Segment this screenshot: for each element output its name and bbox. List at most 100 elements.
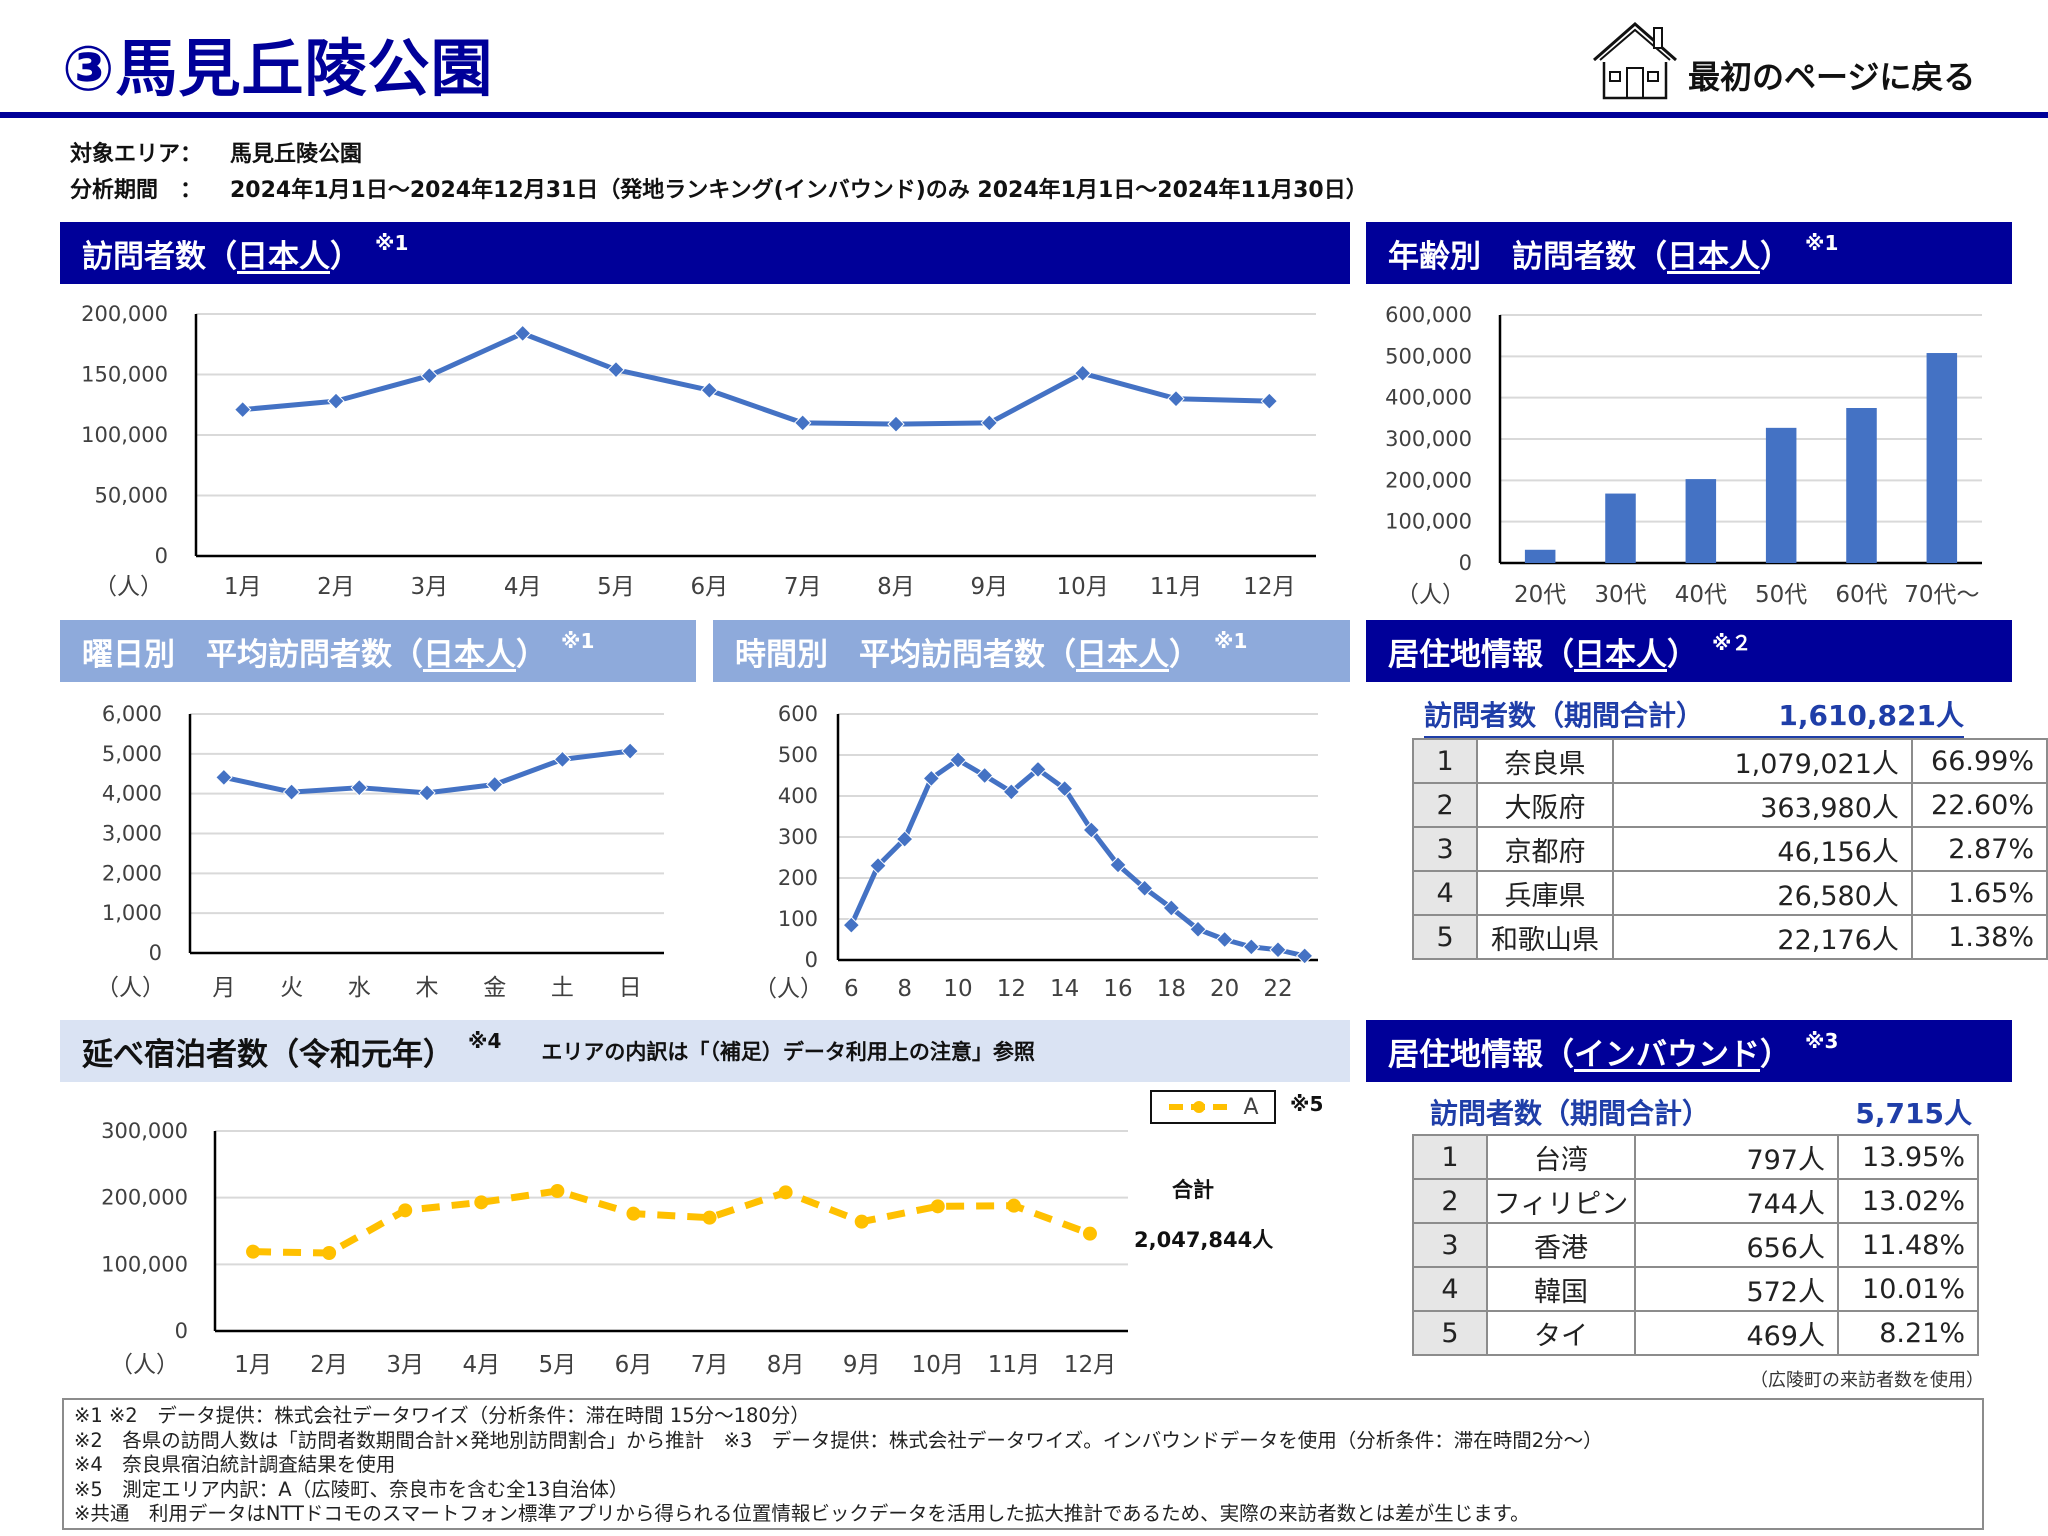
name-cell: 韓国 — [1486, 1266, 1636, 1312]
x-tick-label: 40代 — [1675, 582, 1727, 608]
data-point — [842, 916, 861, 934]
data-point — [626, 1206, 641, 1221]
house-icon — [1593, 22, 1677, 100]
data-point — [702, 1210, 717, 1225]
x-tick-label: 10月 — [1057, 574, 1109, 600]
y-tick-label: 500,000 — [1385, 344, 1472, 368]
percent-cell: 8.21% — [1837, 1310, 1979, 1356]
rank-cell: 1 — [1412, 1134, 1488, 1180]
section-title-underlined: 日本人 — [237, 238, 330, 275]
x-tick-label: 22 — [1263, 976, 1292, 1002]
data-point — [1073, 364, 1092, 382]
data-point — [474, 1195, 489, 1210]
y-tick-label: 2,000 — [102, 861, 162, 885]
y-tick-label: 200 — [778, 866, 818, 890]
total-value: 5,715人 — [1855, 1097, 1972, 1130]
x-tick-label: 6 — [844, 976, 859, 1002]
data-point — [553, 750, 572, 769]
count-cell: 22,176人 — [1611, 914, 1913, 960]
footnote-line: ※4 奈良県宿泊統計調査結果を使用 — [74, 1453, 396, 1476]
legend-footnote-ref: ※5 — [1290, 1092, 1324, 1116]
bar — [1765, 427, 1797, 563]
residence-jp-table: 1 奈良県 1,079,021人 66.99% 2 大阪府 363,980人 22.60% 3 京… — [1411, 738, 2048, 960]
total-label: 訪問者数（期間合計） — [1424, 699, 1705, 732]
name-cell: 和歌山県 — [1476, 914, 1614, 960]
x-tick-label: 16 — [1103, 976, 1132, 1002]
x-tick-label: 2月 — [317, 574, 355, 600]
x-tick-label: 1月 — [224, 574, 262, 600]
y-tick-label: 600,000 — [1385, 303, 1472, 327]
hourly-chart: 0 100 200 300 400 500 600 （人） 6 8 10 12 14 16 18 20 22 — [754, 702, 1318, 1002]
x-tick-label: 3月 — [411, 574, 449, 600]
rank-cell: 3 — [1412, 1222, 1488, 1268]
footnote-ref: ※3 — [1805, 1029, 1839, 1053]
section-monthly-header: 訪問者数（ 日本人） ※1 — [60, 222, 1350, 284]
section-title-underlined: 日本人 — [1667, 238, 1760, 275]
footnote-ref: ※1 — [375, 231, 409, 255]
section-title-end: ） — [1760, 238, 1791, 275]
target-area-label: 対象エリア： — [70, 142, 203, 167]
y-tick-label: 400 — [778, 784, 818, 808]
data-point — [418, 784, 436, 802]
name-cell: 兵庫県 — [1476, 870, 1614, 916]
x-tick-label: 月 — [212, 975, 235, 1001]
count-cell: 363,980人 — [1611, 782, 1913, 828]
y-tick-label: 150,000 — [81, 363, 168, 387]
y-tick-label: 500 — [778, 743, 818, 767]
section-residence-inbound-header: 居住地情報（ インバウンド） ※3 — [1366, 1020, 2012, 1082]
lodging-chart: 0 100,000 200,000 300,000 （人） 1月 2月 3月 4月 5月 6月 7月 8… — [101, 1119, 1128, 1378]
footnote-ref: ※２ — [1712, 630, 1752, 655]
y-tick-label: 200,000 — [101, 1186, 188, 1210]
y-tick-label: 400,000 — [1385, 386, 1472, 410]
count-cell: 797人 — [1634, 1134, 1839, 1180]
residence-jp-total: 訪問者数（期間合計） 1,610,821人 — [1424, 694, 1964, 738]
x-tick-label: 5月 — [539, 1352, 577, 1378]
y-tick-label: 100 — [778, 907, 818, 931]
x-tick-label: 5月 — [597, 574, 635, 600]
rank-cell: 5 — [1411, 914, 1479, 960]
header-divider — [0, 112, 2048, 118]
x-tick-label: 3月 — [386, 1352, 424, 1378]
section-residence-jp-header: 居住地情報（ 日本人） ※２ — [1366, 620, 2012, 682]
section-title-end: ） — [1667, 636, 1698, 673]
bar — [1524, 549, 1556, 563]
x-tick-label: 9月 — [971, 574, 1009, 600]
rank-cell: 3 — [1411, 826, 1479, 872]
section-hourly-header: 時間別 平均訪問者数（ 日本人） ※1 — [713, 620, 1350, 682]
section-lodging-header: 延べ宿泊者数（令和元年） ※4 エリアの内訳は「（補足）データ利用上の注意」参照 — [60, 1020, 1350, 1082]
residence-inbound-total: 訪問者数（期間合計） 5,715人 — [1430, 1092, 1972, 1136]
data-point — [1029, 760, 1047, 779]
data-point — [322, 1246, 337, 1260]
section-title-underlined: 日本人 — [423, 636, 516, 673]
section-title-end: ） — [1760, 1036, 1791, 1073]
total-value: 1,610,821人 — [1778, 699, 1964, 732]
data-point — [215, 768, 233, 787]
legend-line-icon — [1169, 1101, 1230, 1113]
residence-inbound-table: 1 台湾 797人 13.95% 2 フィリピン 744人 13.02% 3 香港 656人 11.4… — [1412, 1134, 1979, 1356]
x-tick-label: 日 — [619, 975, 642, 1001]
total-label: 訪問者数（期間合計） — [1430, 1097, 1711, 1130]
age-chart: 0 100,000 200,000 300,000 400,000 500,000 600,… — [1385, 303, 1982, 608]
home-link[interactable]: 最初のページに戻る — [1590, 20, 1975, 102]
count-cell: 656人 — [1634, 1222, 1839, 1268]
data-point — [1242, 938, 1261, 956]
x-tick-label: 70代～ — [1904, 582, 1979, 608]
table-row: 5 タイ 469人 8.21% — [1412, 1310, 1979, 1356]
x-tick-label: 7月 — [784, 574, 822, 600]
analysis-period-label: 分析期間 ： — [70, 178, 203, 203]
table-row: 4 韓国 572人 10.01% — [1412, 1266, 1979, 1312]
x-tick-label: 60代 — [1835, 582, 1887, 608]
data-point — [513, 324, 532, 343]
x-tick-label: 1月 — [234, 1352, 272, 1378]
x-tick-label: 9月 — [843, 1352, 881, 1378]
y-tick-label: 100,000 — [81, 423, 168, 447]
inbound-source-note: （広陵町の来訪者数を使用） — [1750, 1370, 1984, 1391]
count-cell: 572人 — [1634, 1266, 1839, 1312]
table-row: 1 台湾 797人 13.95% — [1412, 1134, 1979, 1180]
y-tick-label: 50,000 — [95, 484, 168, 508]
data-point — [327, 392, 345, 410]
data-point — [350, 778, 368, 797]
y-tick-label: 1,000 — [102, 901, 162, 925]
y-tick-label: 300,000 — [1385, 427, 1472, 451]
